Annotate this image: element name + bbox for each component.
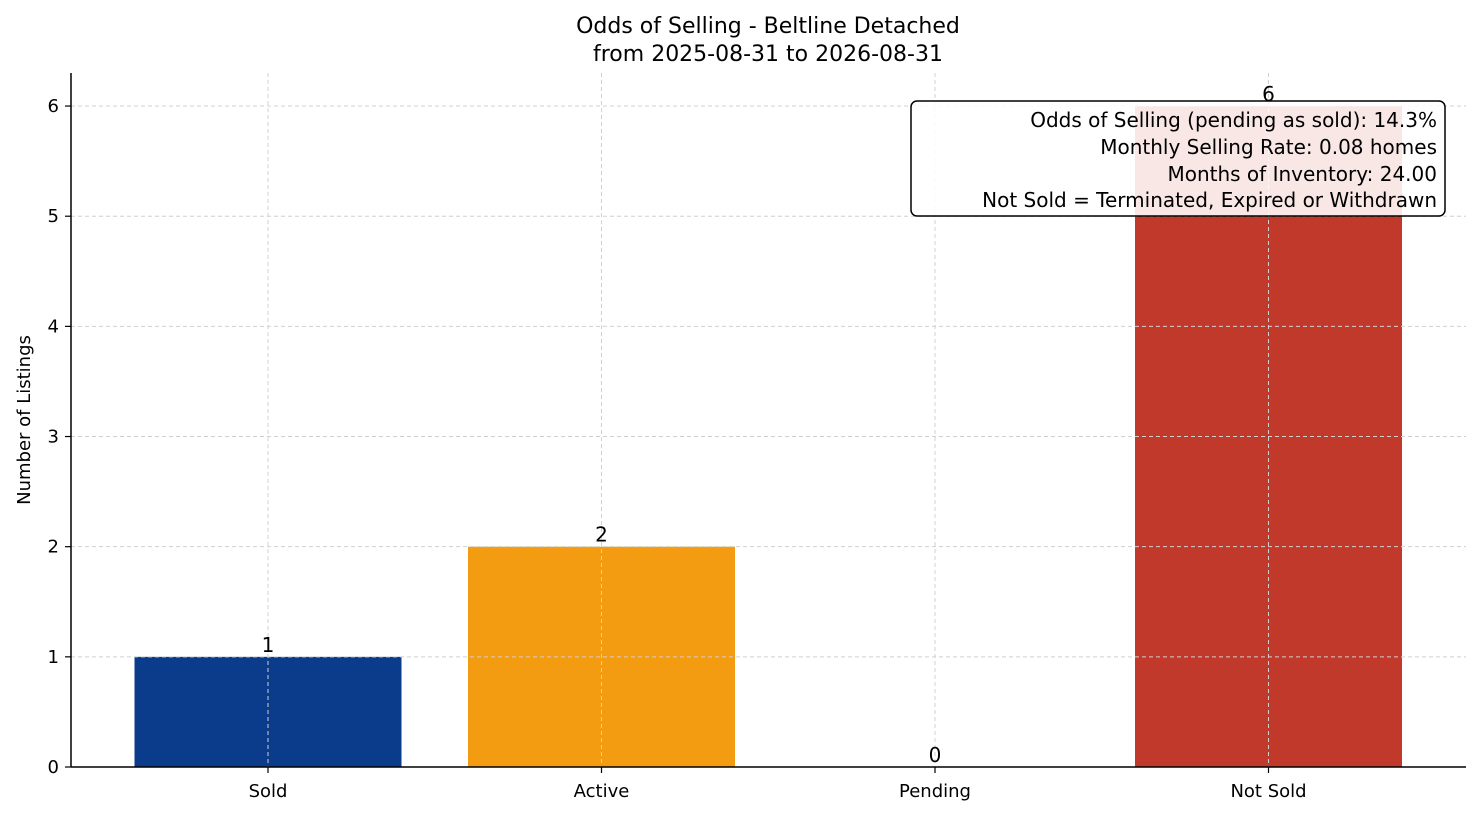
axes xyxy=(70,73,1466,768)
y-tick-label: 0 xyxy=(48,757,59,778)
summary-box: Odds of Selling (pending as sold): 14.3%… xyxy=(910,100,1446,217)
y-tick-label: 3 xyxy=(48,427,59,448)
y-tick-label: 2 xyxy=(48,537,59,558)
data-labels: 1 2 0 6 xyxy=(262,82,1275,767)
data-label: 0 xyxy=(929,743,942,767)
x-tick-label: Not Sold xyxy=(1230,781,1306,802)
y-tick-label: 1 xyxy=(48,647,59,668)
y-tick-label: 5 xyxy=(48,206,59,227)
data-label: 6 xyxy=(1262,82,1275,106)
y-tick-label: 4 xyxy=(48,316,59,337)
summary-line-odds: Odds of Selling (pending as sold): 14.3% xyxy=(1030,108,1437,132)
x-tick-label: Pending xyxy=(899,781,971,802)
data-label: 2 xyxy=(595,523,608,547)
y-axis-label: Number of Listings xyxy=(14,335,35,505)
summary-line-rate: Monthly Selling Rate: 0.08 homes xyxy=(1100,135,1437,159)
summary-line-definition: Not Sold = Terminated, Expired or Withdr… xyxy=(982,188,1437,212)
summary-box-frame xyxy=(910,100,1446,217)
y-tick-label: 6 xyxy=(48,96,59,117)
chart-title: Odds of Selling - Beltline Detached xyxy=(576,14,960,39)
x-tick-label: Active xyxy=(574,781,630,802)
x-tick-label: Sold xyxy=(249,781,288,802)
data-label: 1 xyxy=(262,633,275,657)
x-ticks: Sold Active Pending Not Sold xyxy=(249,767,1307,802)
y-ticks: 0 1 2 3 4 5 6 xyxy=(48,96,71,778)
chart-subtitle: from 2025-08-31 to 2026-08-31 xyxy=(593,42,943,67)
summary-line-inventory: Months of Inventory: 24.00 xyxy=(1167,162,1437,186)
